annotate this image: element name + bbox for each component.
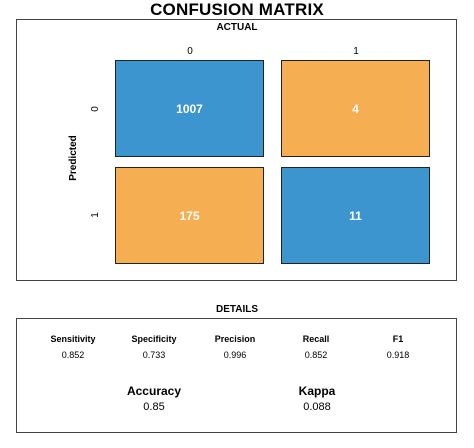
matrix-panel bbox=[16, 19, 457, 281]
cell-value-label: 175 bbox=[179, 208, 200, 223]
y-tick-label-0: 0 bbox=[90, 106, 101, 112]
metric-name-f1: F1 bbox=[392, 334, 404, 344]
metric-value-precision: 0.996 bbox=[223, 350, 247, 360]
cell-value-label: 1007 bbox=[176, 101, 203, 116]
y-tick-label-1: 1 bbox=[90, 212, 101, 218]
kappa-value: 0.088 bbox=[303, 401, 331, 413]
accuracy-label: Accuracy bbox=[126, 384, 182, 398]
y-axis-label: Predicted bbox=[68, 135, 79, 181]
metric-name-precision: Precision bbox=[214, 334, 256, 344]
x-axis-label: ACTUAL bbox=[216, 22, 258, 33]
cell-pred0-actual0: 1007 bbox=[115, 60, 264, 157]
cell-pred0-actual1: 4 bbox=[281, 60, 430, 157]
metric-value-specificity: 0.733 bbox=[142, 350, 166, 360]
metric-name-specificity: Specificity bbox=[131, 334, 177, 344]
cell-pred1-actual0: 175 bbox=[115, 167, 264, 264]
metric-value-recall: 0.852 bbox=[304, 350, 328, 360]
details-title: DETAILS bbox=[215, 304, 259, 315]
metric-value-sensitivity: 0.852 bbox=[61, 350, 85, 360]
metric-name-recall: Recall bbox=[302, 334, 330, 344]
metric-value-f1: 0.918 bbox=[386, 350, 410, 360]
x-tick-label-0: 0 bbox=[187, 46, 193, 57]
metric-name-sensitivity: Sensitivity bbox=[50, 334, 96, 344]
cell-pred1-actual1: 11 bbox=[281, 167, 430, 264]
cell-value-label: 11 bbox=[349, 208, 362, 223]
x-tick-label-1: 1 bbox=[353, 46, 359, 57]
cell-value-label: 4 bbox=[352, 101, 359, 116]
details-panel bbox=[16, 318, 457, 433]
kappa-label: Kappa bbox=[298, 384, 336, 398]
chart-title: CONFUSION MATRIX bbox=[150, 0, 324, 19]
accuracy-value: 0.85 bbox=[143, 401, 165, 413]
